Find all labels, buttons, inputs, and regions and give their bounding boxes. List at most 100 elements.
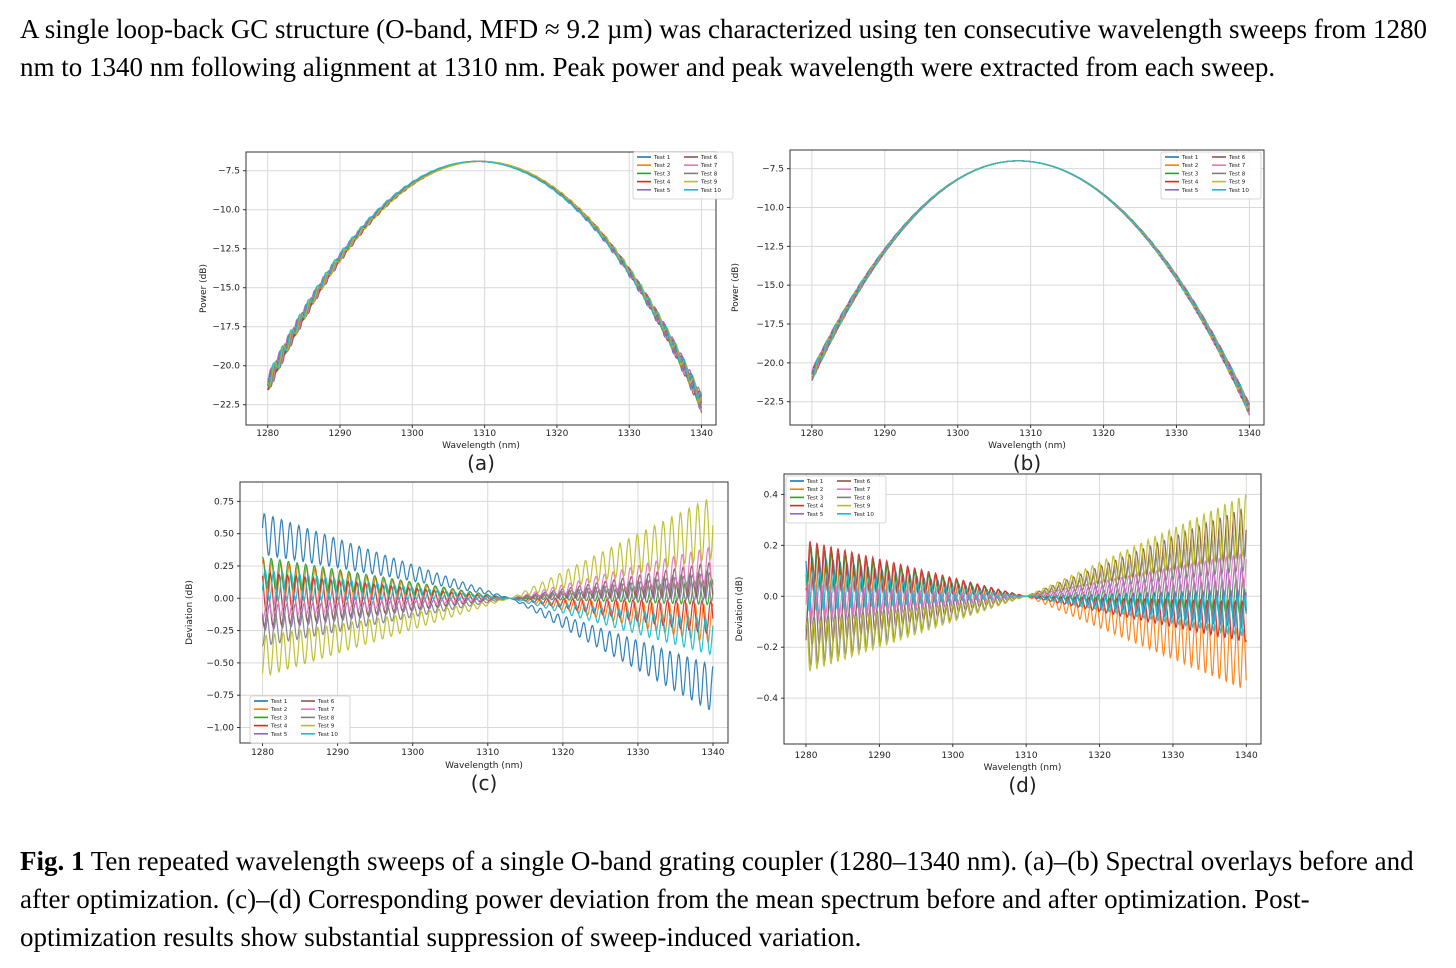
legend-entry: Test 10 xyxy=(853,512,874,518)
legend-box xyxy=(249,695,351,744)
series-lines xyxy=(805,494,1247,688)
series-lines xyxy=(267,160,703,413)
y-tick-label: −20.0 xyxy=(212,362,240,372)
y-tick-label: −17.5 xyxy=(212,323,240,333)
x-tick-label: 1340 xyxy=(1238,429,1261,439)
legend-box xyxy=(1160,151,1262,200)
series-line-test-8 xyxy=(261,569,714,647)
chart-d: 1280 1290 1300 1310 1320 1330 1340 0.4 0.2 0.0 −0.… xyxy=(735,473,1262,797)
x-tick-label: 1280 xyxy=(256,429,279,439)
intro-paragraph: A single loop-back GC structure (O-band,… xyxy=(20,14,1428,82)
y-tick-label: −7.5 xyxy=(762,165,784,175)
series-line-test-10 xyxy=(261,568,714,656)
caption-label: Fig. 1 xyxy=(20,846,85,876)
x-tick-label: 1300 xyxy=(401,748,424,758)
y-tick-label: −7.5 xyxy=(218,167,240,177)
legend-entry: Test 5 xyxy=(270,732,288,738)
legend-entry: Test 6 xyxy=(317,699,335,705)
legend-entry: Test 9 xyxy=(317,724,335,730)
chart-b: 1280 1290 1300 1310 1320 1330 1340 −7.5 −10.0 −12… xyxy=(731,149,1265,475)
y-tick-label: −10.0 xyxy=(756,203,784,213)
y-tick-label: −0.4 xyxy=(756,694,778,704)
legend: Test 1 Test 2 Test 3 Test 4 Test 5 Test 6 Test… xyxy=(1160,151,1262,200)
series-line-test-10 xyxy=(267,160,703,399)
legend-entry: Test 5 xyxy=(1181,188,1199,194)
y-tick-label: −10.0 xyxy=(212,206,240,216)
tick-labels: 1280 1290 1300 1310 1320 1330 1340 0.75 0.50 0.25… xyxy=(206,497,724,758)
plot-frame xyxy=(783,473,1262,745)
legend-entry: Test 9 xyxy=(700,180,718,186)
legend-entry: Test 3 xyxy=(270,715,288,721)
x-tick-label: 1340 xyxy=(702,748,725,758)
legend-entry: Test 6 xyxy=(853,479,871,485)
panel-d: 1280 1290 1300 1310 1320 1330 1340 0.4 0.2 0.0 −0.… xyxy=(732,468,1270,798)
legend-entry: Test 8 xyxy=(317,715,335,721)
legend-entry: Test 8 xyxy=(853,495,871,501)
tick-labels: 1280 1290 1300 1310 1320 1330 1340 −7.5 −10.0 −12… xyxy=(756,165,1261,439)
legend-entry: Test 4 xyxy=(270,724,288,730)
panel-a: 1280 1290 1300 1310 1320 1330 1340 −7.5 −10.0 −12… xyxy=(178,140,734,475)
y-tick-label: 0.2 xyxy=(764,541,778,551)
x-tick-label: 1310 xyxy=(476,748,499,758)
tick-labels: 1280 1290 1300 1310 1320 1330 1340 −7.5 −10.0 −12… xyxy=(212,167,713,439)
x-tick-label: 1310 xyxy=(1019,429,1042,439)
plot-frame xyxy=(239,481,729,744)
x-tick-label: 1290 xyxy=(326,748,349,758)
x-tick-label: 1340 xyxy=(690,429,713,439)
x-tick-label: 1290 xyxy=(873,429,896,439)
panel-label: (c) xyxy=(471,771,498,795)
y-tick-label: 0.25 xyxy=(214,562,234,572)
x-tick-label: 1290 xyxy=(868,751,891,761)
y-tick-label: −12.5 xyxy=(212,245,240,255)
legend-entry: Test 10 xyxy=(1228,188,1249,194)
legend: Test 1 Test 2 Test 3 Test 4 Test 5 Test 6 Test… xyxy=(785,475,887,524)
chart-a: 1280 1290 1300 1310 1320 1330 1340 −7.5 −10.0 −12… xyxy=(199,151,734,475)
x-tick-label: 1310 xyxy=(473,429,496,439)
y-axis-label: Deviation (dB) xyxy=(735,577,745,642)
y-axis-label: Deviation (dB) xyxy=(185,580,195,645)
y-tick-label: 0.0 xyxy=(764,592,779,602)
legend-entry: Test 7 xyxy=(317,707,335,713)
legend-entry: Test 10 xyxy=(700,188,721,194)
figure-caption: Fig. 1 Ten repeated wavelength sweeps of… xyxy=(20,842,1440,956)
legend-entry: Test 2 xyxy=(806,487,823,493)
legend-entry: Test 6 xyxy=(700,155,718,161)
y-tick-label: −12.5 xyxy=(756,242,784,252)
panel-b: 1280 1290 1300 1310 1320 1330 1340 −7.5 −10.0 −12… xyxy=(728,140,1270,475)
y-tick-label: −0.50 xyxy=(206,659,234,669)
x-tick-label: 1320 xyxy=(1092,429,1115,439)
x-tick-label: 1300 xyxy=(946,429,969,439)
y-tick-label: −1.00 xyxy=(206,723,234,733)
legend-entry: Test 8 xyxy=(700,171,718,177)
tick-labels: 1280 1290 1300 1310 1320 1330 1340 0.4 0.2 0.0 −0.… xyxy=(756,490,1258,761)
x-tick-label: 1300 xyxy=(401,429,424,439)
x-tick-label: 1330 xyxy=(618,429,641,439)
legend-entry: Test 4 xyxy=(653,180,671,186)
legend: Test 1 Test 2 Test 3 Test 4 Test 5 Test 6 Test… xyxy=(249,695,351,744)
legend-entry: Test 9 xyxy=(853,504,871,510)
legend-entry: Test 7 xyxy=(1228,163,1246,169)
plot-frame xyxy=(789,149,1265,426)
panel-label: (b) xyxy=(1013,451,1041,475)
x-tick-label: 1290 xyxy=(329,429,352,439)
y-axis-label: Power (dB) xyxy=(199,264,209,313)
legend-entry: Test 9 xyxy=(1228,180,1246,186)
series-line-test-3 xyxy=(261,556,714,606)
series-line-test-1 xyxy=(261,512,714,711)
x-axis-label: Wavelength (nm) xyxy=(988,441,1066,451)
legend-entry: Test 2 xyxy=(270,707,287,713)
y-tick-label: −0.25 xyxy=(206,627,234,637)
panel-c: 1280 1290 1300 1310 1320 1330 1340 0.75 0.50 0.25… xyxy=(178,472,730,798)
x-axis-label: Wavelength (nm) xyxy=(445,761,523,771)
y-tick-label: 0.4 xyxy=(764,490,779,500)
y-tick-label: −22.5 xyxy=(756,398,784,408)
legend-entry: Test 8 xyxy=(1228,171,1246,177)
caption-text: Ten repeated wavelength sweeps of a sing… xyxy=(20,846,1414,952)
legend-entry: Test 1 xyxy=(653,155,671,161)
y-tick-label: 0.50 xyxy=(214,530,234,540)
x-tick-label: 1320 xyxy=(545,429,568,439)
series-line-test-10 xyxy=(811,160,1250,406)
legend-entry: Test 10 xyxy=(317,732,338,738)
legend-entry: Test 1 xyxy=(270,699,288,705)
y-tick-label: 0.00 xyxy=(214,594,234,604)
